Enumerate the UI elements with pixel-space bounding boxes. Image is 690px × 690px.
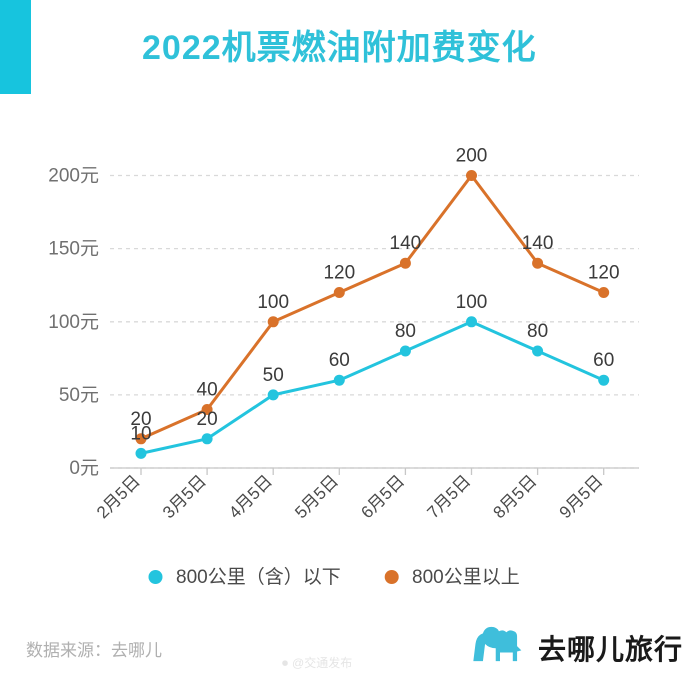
svg-text:800公里以上: 800公里以上 bbox=[412, 566, 520, 588]
svg-text:80: 80 bbox=[395, 321, 416, 342]
svg-text:2月5日: 2月5日 bbox=[93, 471, 144, 522]
svg-text:200: 200 bbox=[456, 146, 488, 167]
svg-text:150元: 150元 bbox=[48, 239, 99, 260]
svg-text:800公里（含）以下: 800公里（含）以下 bbox=[176, 566, 341, 588]
svg-text:7月5日: 7月5日 bbox=[423, 471, 474, 522]
svg-text:4月5日: 4月5日 bbox=[225, 471, 276, 522]
svg-text:120: 120 bbox=[588, 263, 620, 284]
svg-text:120: 120 bbox=[323, 263, 355, 284]
svg-text:140: 140 bbox=[522, 233, 554, 254]
svg-text:50: 50 bbox=[263, 365, 284, 386]
svg-text:100: 100 bbox=[456, 292, 488, 313]
svg-text:50元: 50元 bbox=[59, 385, 99, 406]
svg-text:9月5日: 9月5日 bbox=[556, 471, 607, 522]
svg-text:0元: 0元 bbox=[69, 458, 99, 479]
svg-text:20: 20 bbox=[197, 409, 218, 430]
svg-text:200元: 200元 bbox=[48, 166, 99, 187]
svg-text:60: 60 bbox=[593, 350, 614, 371]
svg-text:6月5日: 6月5日 bbox=[357, 471, 408, 522]
svg-text:8月5日: 8月5日 bbox=[490, 471, 541, 522]
svg-text:100元: 100元 bbox=[48, 312, 99, 333]
svg-text:40: 40 bbox=[197, 380, 218, 401]
svg-text:80: 80 bbox=[527, 321, 548, 342]
svg-text:3月5日: 3月5日 bbox=[159, 471, 210, 522]
svg-text:140: 140 bbox=[390, 233, 422, 254]
svg-text:10: 10 bbox=[130, 423, 151, 444]
svg-text:100: 100 bbox=[257, 292, 289, 313]
svg-text:60: 60 bbox=[329, 350, 350, 371]
svg-text:5月5日: 5月5日 bbox=[291, 471, 342, 522]
